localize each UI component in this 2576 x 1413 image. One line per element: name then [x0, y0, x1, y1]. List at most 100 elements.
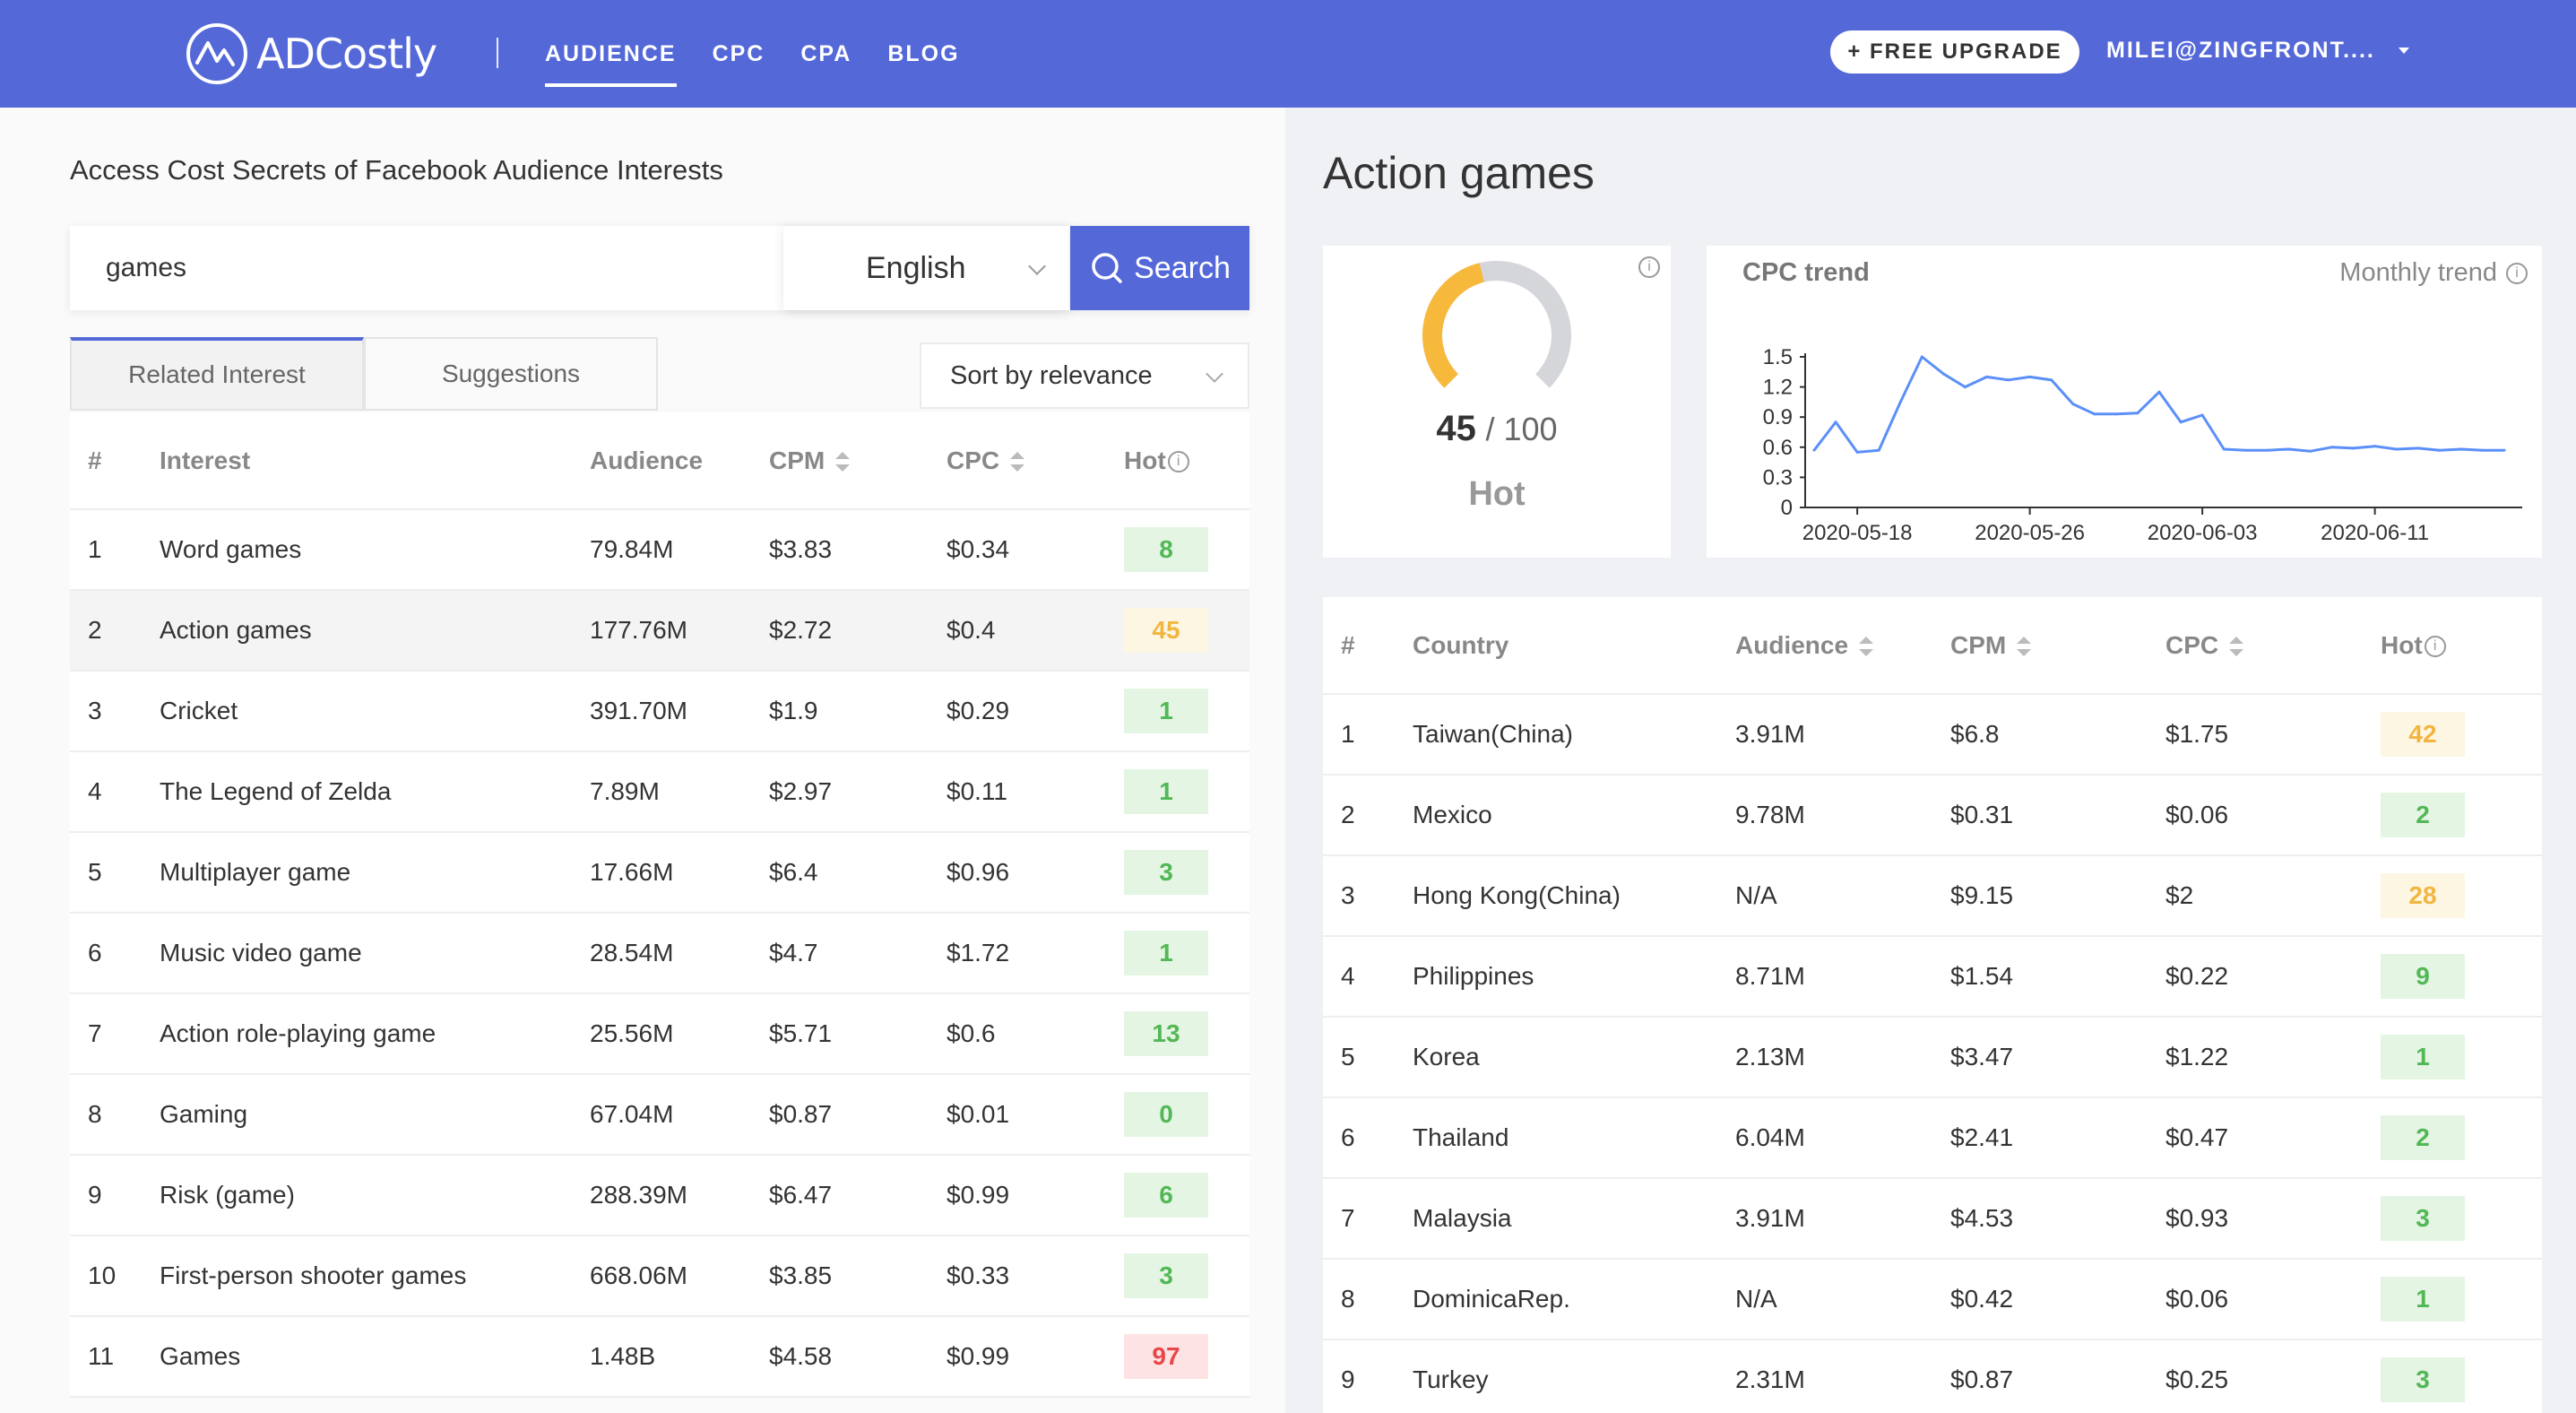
nav-audience[interactable]: AUDIENCE — [545, 40, 677, 87]
row-number: 7 — [1323, 1178, 1413, 1260]
country-name[interactable]: Thailand — [1413, 1097, 1735, 1179]
user-menu[interactable]: MILEI@ZINGFRONT.... — [2106, 38, 2409, 64]
sort-icon[interactable] — [1010, 452, 1025, 472]
table-row[interactable]: 9 Risk (game) 288.39M $6.47 $0.99 6 — [70, 1155, 1249, 1236]
info-icon[interactable]: i — [2424, 636, 2446, 658]
interest-name[interactable]: Multiplayer game — [160, 832, 590, 914]
search-button[interactable]: Search — [1070, 226, 1249, 310]
table-row[interactable]: 6 Thailand 6.04M $2.41 $0.47 2 — [1323, 1097, 2542, 1179]
column-header-cpc[interactable]: CPC — [2165, 597, 2381, 695]
logo[interactable]: ADCostly — [186, 23, 437, 84]
interest-name[interactable]: Games — [160, 1316, 590, 1398]
hot-badge: 42 — [2381, 712, 2465, 757]
interest-name[interactable]: Action role-playing game — [160, 993, 590, 1075]
table-row[interactable]: 11 Games 1.48B $4.58 $0.99 97 — [70, 1316, 1249, 1398]
column-header-audience[interactable]: Audience — [1735, 597, 1950, 695]
table-row[interactable]: 8 Gaming 67.04M $0.87 $0.01 0 — [70, 1074, 1249, 1156]
cpm-value: $3.83 — [769, 509, 947, 591]
data-point — [1877, 448, 1880, 452]
table-row[interactable]: 5 Korea 2.13M $3.47 $1.22 1 — [1323, 1017, 2542, 1098]
cpc-value: $0.4 — [947, 590, 1124, 672]
table-row[interactable]: 6 Music video game 28.54M $4.7 $1.72 1 — [70, 913, 1249, 994]
table-row[interactable]: 8 DominicaRep. N/A $0.42 $0.06 1 — [1323, 1259, 2542, 1340]
row-number: 4 — [1323, 936, 1413, 1018]
tab-related-interest[interactable]: Related Interest — [70, 337, 364, 411]
info-icon[interactable]: i — [2506, 262, 2528, 284]
interest-name[interactable]: Word games — [160, 509, 590, 591]
table-row[interactable]: 5 Multiplayer game 17.66M $6.4 $0.96 3 — [70, 832, 1249, 914]
language-select[interactable]: English — [783, 226, 1068, 310]
data-point — [1812, 448, 1816, 452]
column-header-cpm[interactable]: CPM — [1950, 597, 2165, 695]
interest-name[interactable]: Risk (game) — [160, 1155, 590, 1236]
row-number: 6 — [70, 913, 160, 994]
nav-cpc[interactable]: CPC — [712, 40, 765, 66]
info-icon[interactable]: i — [1167, 451, 1189, 473]
audience-value: 9.78M — [1735, 775, 1950, 856]
interest-name[interactable]: Music video game — [160, 913, 590, 994]
nav-cpa[interactable]: CPA — [800, 40, 852, 66]
table-row[interactable]: 3 Hong Kong(China) N/A $9.15 $2 28 — [1323, 855, 2542, 937]
column-header-interest: Interest — [160, 412, 590, 510]
hot-badge: 45 — [1124, 608, 1208, 653]
table-row[interactable]: 1 Word games 79.84M $3.83 $0.34 8 — [70, 509, 1249, 591]
row-number: 8 — [1323, 1259, 1413, 1340]
interest-name[interactable]: First-person shooter games — [160, 1235, 590, 1317]
interest-name[interactable]: Action games — [160, 590, 590, 672]
audience-value: 391.70M — [590, 671, 769, 752]
interest-name[interactable]: Cricket — [160, 671, 590, 752]
sort-icon[interactable] — [2017, 637, 2032, 657]
tab-suggestions[interactable]: Suggestions — [364, 337, 658, 411]
table-row[interactable]: 4 Philippines 8.71M $1.54 $0.22 9 — [1323, 936, 2542, 1018]
row-number: 3 — [70, 671, 160, 752]
nav-divider — [497, 38, 498, 68]
x-tick-label: 2020-06-11 — [2321, 521, 2429, 545]
table-row[interactable]: 2 Mexico 9.78M $0.31 $0.06 2 — [1323, 775, 2542, 856]
table-row[interactable]: 3 Cricket 391.70M $1.9 $0.29 1 — [70, 671, 1249, 752]
chevron-down-icon — [1028, 257, 1046, 275]
free-upgrade-button[interactable]: + FREE UPGRADE — [1830, 30, 2079, 74]
country-name[interactable]: Hong Kong(China) — [1413, 855, 1735, 937]
table-row[interactable]: 4 The Legend of Zelda 7.89M $2.97 $0.11 1 — [70, 751, 1249, 833]
country-name[interactable]: Malaysia — [1413, 1178, 1735, 1260]
column-header-cpm[interactable]: CPM — [769, 412, 947, 510]
country-name[interactable]: Philippines — [1413, 936, 1735, 1018]
data-point — [2028, 375, 2032, 378]
country-name[interactable]: Korea — [1413, 1017, 1735, 1098]
column-header-cpc[interactable]: CPC — [947, 412, 1124, 510]
audience-value: 79.84M — [590, 509, 769, 591]
sort-icon[interactable] — [1859, 637, 1874, 657]
table-row[interactable]: 2 Action games 177.76M $2.72 $0.4 45 — [70, 590, 1249, 672]
country-name[interactable]: Turkey — [1413, 1339, 1735, 1413]
country-name[interactable]: Taiwan(China) — [1413, 694, 1735, 776]
hot-cell: 45 — [1124, 590, 1249, 672]
table-row[interactable]: 7 Action role-playing game 25.56M $5.71 $0.6… — [70, 993, 1249, 1075]
column-header-hot: Hot i — [1124, 412, 1249, 510]
sort-select[interactable]: Sort by relevance — [920, 342, 1249, 409]
table-row[interactable]: 10 First-person shooter games 668.06M $3.85… — [70, 1235, 1249, 1317]
data-point — [2265, 448, 2269, 452]
cpc-value: $0.99 — [947, 1316, 1124, 1398]
country-name[interactable]: DominicaRep. — [1413, 1259, 1735, 1340]
data-point — [1985, 375, 1988, 378]
interest-name[interactable]: The Legend of Zelda — [160, 751, 590, 833]
table-row[interactable]: 9 Turkey 2.31M $0.87 $0.25 3 — [1323, 1339, 2542, 1413]
info-icon[interactable]: i — [1638, 256, 1660, 278]
country-name[interactable]: Mexico — [1413, 775, 1735, 856]
cpc-value: $0.34 — [947, 509, 1124, 591]
monthly-trend-toggle[interactable]: Monthly trend i — [2339, 258, 2528, 288]
search-input[interactable] — [70, 226, 783, 310]
hot-score-label: Hot — [1468, 475, 1526, 513]
data-point — [2481, 448, 2485, 452]
data-point — [2222, 447, 2226, 451]
interest-name[interactable]: Gaming — [160, 1074, 590, 1156]
cpc-trend-card: 1.5 1.2 0.9 0.6 0.3 0 2020-05-18 2020-05-26 2020… — [1707, 246, 2542, 558]
sort-icon[interactable] — [2229, 637, 2244, 657]
nav-blog[interactable]: BLOG — [887, 40, 960, 66]
table-row[interactable]: 7 Malaysia 3.91M $4.53 $0.93 3 — [1323, 1178, 2542, 1260]
sort-icon[interactable] — [835, 452, 851, 472]
column-header-hot: Hot i — [2381, 597, 2542, 695]
y-tick-label: 0.9 — [1763, 405, 1793, 429]
hot-score-card: i 45 / 100 Hot — [1323, 246, 1671, 558]
table-row[interactable]: 1 Taiwan(China) 3.91M $6.8 $1.75 42 — [1323, 694, 2542, 776]
